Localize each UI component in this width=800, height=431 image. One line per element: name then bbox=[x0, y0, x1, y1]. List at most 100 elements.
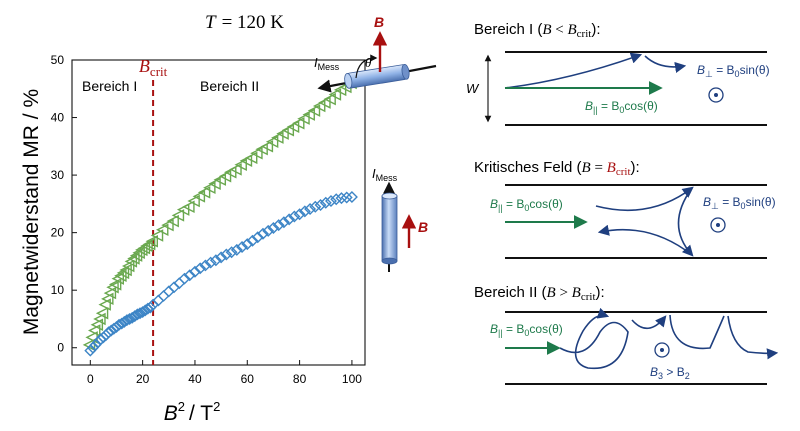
data-point bbox=[113, 318, 126, 331]
data-point bbox=[209, 254, 222, 267]
data-point bbox=[312, 99, 326, 113]
data-point bbox=[203, 181, 216, 194]
data-point bbox=[144, 301, 157, 314]
data-point bbox=[90, 318, 104, 331]
x-axis-label: B2/ T2 bbox=[164, 399, 221, 425]
series-diamond bbox=[84, 190, 358, 357]
x-tick-label: 60 bbox=[241, 372, 255, 386]
data-point bbox=[292, 117, 305, 130]
svg-text:B|| = B0cos(θ): B|| = B0cos(θ) bbox=[490, 197, 563, 213]
data-point bbox=[116, 266, 130, 280]
data-point bbox=[220, 248, 233, 261]
data-point bbox=[286, 120, 300, 133]
temperature-label: T = 120 K bbox=[205, 12, 284, 33]
data-point bbox=[244, 151, 258, 165]
bcrit-label: Bcrit bbox=[139, 56, 168, 79]
data-point bbox=[297, 112, 310, 125]
data-point bbox=[199, 259, 212, 272]
data-point bbox=[187, 194, 200, 208]
data-point bbox=[137, 241, 151, 255]
data-point bbox=[309, 200, 322, 213]
plot-frame bbox=[71, 59, 366, 366]
data-point bbox=[281, 123, 295, 137]
data-point bbox=[208, 177, 221, 190]
y-tick-label: 10 bbox=[51, 283, 65, 297]
y-axis-label: Magnetwiderstand MR / % bbox=[20, 89, 43, 335]
svg-text:B⊥ = B0sin(θ): B⊥ = B0sin(θ) bbox=[703, 195, 776, 211]
region-2-label: Bereich II bbox=[200, 78, 259, 94]
data-point bbox=[335, 192, 348, 205]
panel-2-title: Kritisches Feld (B = Bcrit): bbox=[474, 159, 640, 178]
data-point bbox=[120, 314, 133, 327]
data-point bbox=[136, 306, 149, 319]
data-point bbox=[178, 272, 191, 285]
data-point bbox=[183, 269, 196, 282]
data-point bbox=[283, 213, 296, 226]
data-point bbox=[213, 173, 227, 186]
data-point bbox=[288, 210, 301, 223]
data-point bbox=[345, 190, 358, 203]
data-point bbox=[230, 243, 243, 256]
svg-text:IMess: IMess bbox=[372, 166, 398, 183]
data-point bbox=[298, 205, 311, 218]
data-point bbox=[128, 310, 141, 323]
data-point bbox=[328, 88, 342, 101]
data-point bbox=[340, 191, 353, 204]
data-point bbox=[271, 131, 284, 144]
data-point bbox=[115, 317, 128, 330]
svg-text:B|| = B0cos(θ): B|| = B0cos(θ) bbox=[490, 322, 563, 338]
data-point bbox=[182, 200, 195, 213]
data-point bbox=[93, 312, 106, 326]
data-point bbox=[106, 281, 119, 294]
y-tick-label: 50 bbox=[51, 53, 65, 67]
data-point bbox=[129, 249, 143, 262]
data-point bbox=[155, 223, 169, 236]
data-point bbox=[142, 237, 156, 251]
series-triangle bbox=[82, 76, 357, 352]
svg-text:B|| = B0cos(θ): B|| = B0cos(θ) bbox=[585, 99, 658, 115]
data-point bbox=[318, 96, 331, 109]
data-point bbox=[197, 186, 211, 199]
data-point bbox=[241, 238, 254, 251]
data-point bbox=[260, 140, 274, 153]
svg-text:θ: θ bbox=[365, 55, 372, 70]
svg-text:B: B bbox=[374, 14, 384, 30]
svg-text:W: W bbox=[466, 81, 480, 96]
data-point bbox=[145, 235, 158, 248]
data-point bbox=[256, 227, 269, 240]
data-point bbox=[87, 324, 101, 337]
data-point bbox=[250, 146, 263, 160]
mr-chart: 0 20 40 60 80 100 0 10 20 30 40 50 Bcrit Bereich I… bbox=[20, 53, 366, 425]
data-point bbox=[139, 304, 152, 317]
data-point bbox=[251, 231, 264, 244]
data-point bbox=[229, 163, 242, 176]
data-point bbox=[218, 170, 232, 183]
data-point bbox=[118, 315, 131, 328]
data-point bbox=[265, 135, 279, 148]
data-point bbox=[323, 92, 336, 106]
data-point bbox=[121, 259, 135, 273]
svg-text:B⊥ = B0sin(θ): B⊥ = B0sin(θ) bbox=[697, 63, 770, 79]
data-point bbox=[293, 208, 306, 221]
data-point bbox=[204, 256, 217, 269]
data-point bbox=[123, 312, 136, 325]
data-point bbox=[246, 234, 259, 247]
data-point bbox=[102, 326, 115, 339]
x-axis-ticks: 0 20 40 60 80 100 bbox=[87, 360, 362, 386]
data-point bbox=[110, 321, 123, 334]
data-point bbox=[225, 246, 238, 259]
data-point bbox=[150, 229, 164, 242]
data-point bbox=[194, 262, 207, 275]
y-tick-label: 0 bbox=[57, 341, 64, 355]
data-point bbox=[262, 224, 275, 237]
panel-region-2: Bereich II (B > Bcrit): B|| = B0cos(θ) B… bbox=[474, 284, 779, 385]
data-point bbox=[105, 324, 118, 337]
data-point bbox=[325, 195, 337, 207]
data-point bbox=[98, 298, 111, 311]
horizontal-rod-inset: B θ IMess bbox=[314, 14, 437, 93]
data-point bbox=[215, 251, 228, 264]
data-point bbox=[234, 158, 247, 171]
data-point bbox=[276, 127, 289, 140]
data-point bbox=[330, 193, 343, 206]
data-point bbox=[101, 292, 114, 306]
